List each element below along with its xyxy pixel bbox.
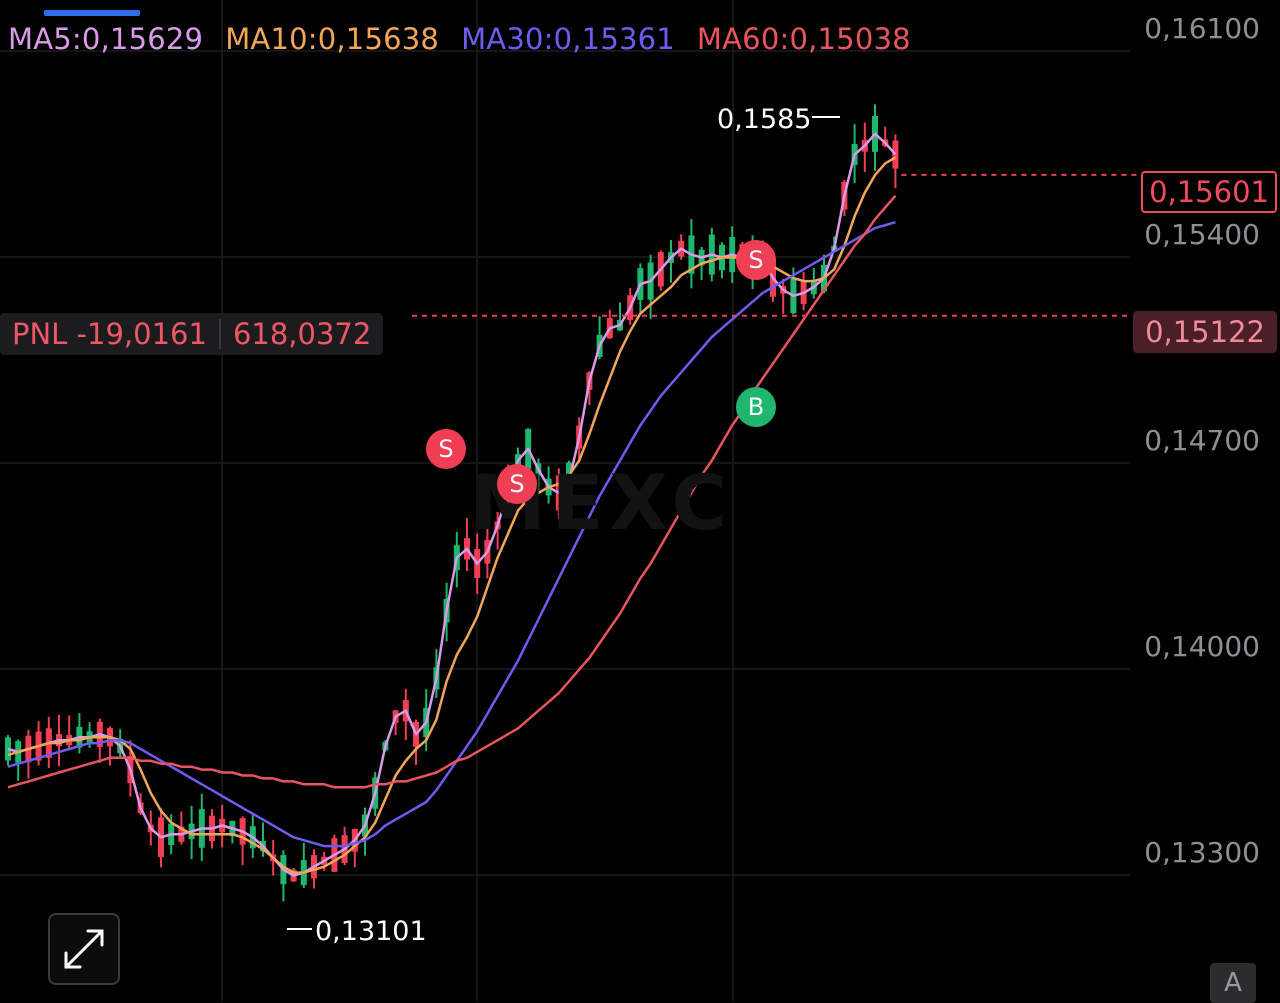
y-tick-label: 0,15400 [1144, 218, 1260, 251]
y-tick-label: 0,14700 [1144, 424, 1260, 457]
pnl-label: PNL -19,0161 [12, 317, 207, 351]
sell-marker[interactable]: S [426, 429, 466, 469]
expand-arrows-icon [64, 929, 104, 969]
expand-button[interactable] [48, 913, 120, 985]
high-price-label: 0,1585 [717, 104, 812, 135]
legend-ma5: MA5:0,15629 [8, 22, 204, 56]
auto-scale-button[interactable]: A [1210, 963, 1256, 1003]
low-price-label: 0,13101 [315, 916, 427, 947]
pnl-value: 618,0372 [232, 317, 372, 351]
candles [5, 104, 899, 902]
pnl-box[interactable]: PNL -19,0161 618,0372 [0, 313, 384, 355]
y-tick-label: 0,13300 [1144, 836, 1260, 869]
y-tick-label: 0,16100 [1144, 12, 1260, 45]
pnl-divider [218, 319, 221, 349]
entry-price-tag: 0,15122 [1133, 311, 1277, 353]
candle-body [892, 140, 899, 169]
current-price-tag: 0,15601 [1141, 171, 1277, 213]
buy-marker[interactable]: B [736, 387, 776, 427]
chart-grid [0, 0, 1130, 1002]
legend-ma10: MA10:0,15638 [225, 22, 440, 56]
active-indicator-bar [44, 10, 140, 16]
sell-marker[interactable]: S [497, 464, 537, 504]
price-lines [287, 116, 1150, 930]
ma-line-ma60 [7, 194, 897, 789]
ma-legend: MA5:0,15629 MA10:0,15638 MA30:0,15361 MA60:… [8, 22, 933, 56]
y-tick-label: 0,14000 [1144, 630, 1260, 663]
sell-marker[interactable]: S [736, 240, 776, 280]
ma-line-ma30 [7, 221, 896, 848]
legend-ma30: MA30:0,15361 [461, 22, 675, 56]
legend-ma60: MA60:0,15038 [696, 22, 911, 56]
